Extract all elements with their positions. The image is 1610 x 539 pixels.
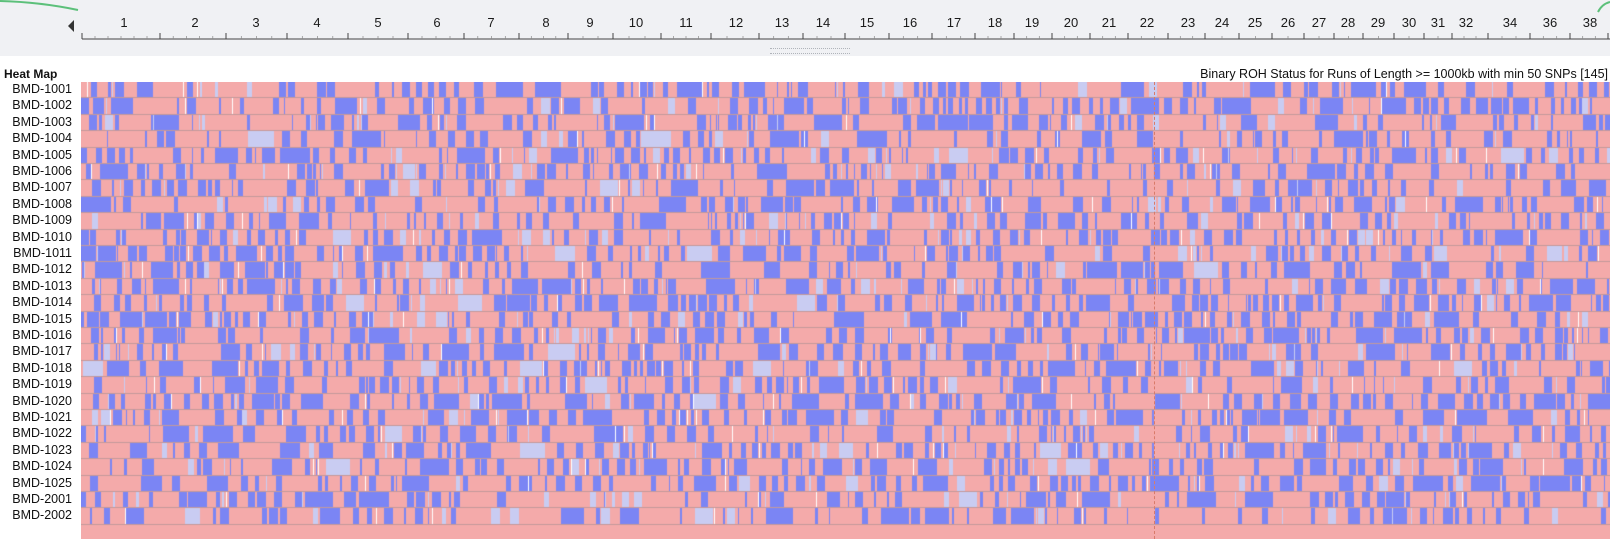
chromosome-label[interactable]: 23 — [1181, 15, 1195, 30]
chromosome-label[interactable]: 16 — [903, 15, 917, 30]
chromosome-label[interactable]: 30 — [1402, 15, 1416, 30]
sample-label[interactable]: BMD-1013 — [12, 278, 72, 293]
chromosome-label[interactable]: 14 — [816, 15, 830, 30]
sample-label[interactable]: BMD-1011 — [13, 246, 72, 260]
chromosome-label[interactable]: 18 — [988, 15, 1002, 30]
chromosome-label[interactable]: 26 — [1281, 15, 1295, 30]
sample-label[interactable]: BMD-1001 — [12, 82, 72, 96]
chromosome-label[interactable]: 27 — [1312, 15, 1326, 30]
ruler-ticks — [81, 33, 1609, 39]
sample-label[interactable]: BMD-1015 — [12, 311, 72, 326]
chromosome-label[interactable]: 29 — [1371, 15, 1385, 30]
sample-label[interactable]: BMD-1019 — [12, 377, 72, 392]
sample-label[interactable]: BMD-1006 — [12, 164, 72, 178]
chromosome-ruler-svg: 1 2 3 4 5 6 7 8 9 10 11 12 13 14 15 16 17 18 19 20 21 22 23 24 2… — [0, 0, 1610, 40]
chromosome-label[interactable]: 6 — [433, 15, 440, 30]
chromosome-label[interactable]: 11 — [679, 15, 693, 30]
chromosome-label[interactable]: 7 — [487, 15, 494, 30]
chromosome-label[interactable]: 17 — [947, 15, 961, 30]
chromosome-label[interactable]: 19 — [1025, 15, 1039, 30]
chromosome-label[interactable]: 3 — [252, 15, 259, 30]
chromosome-label[interactable]: 4 — [313, 15, 320, 30]
ruler-accent-curve-left — [0, 0, 79, 11]
chromosome-label[interactable]: 24 — [1215, 15, 1229, 30]
chromosome-label[interactable]: 13 — [775, 15, 789, 30]
chromosome-label[interactable]: 34 — [1503, 15, 1517, 30]
sample-labels: BMD-1001 BMD-1002 BMD-1003 BMD-1004 BMD-1005… — [0, 82, 76, 539]
heatmap-header: Heat Map Binary ROH Status for Runs of L… — [0, 67, 1610, 82]
sample-label[interactable]: BMD-1025 — [12, 475, 72, 490]
chromosome-label[interactable]: 5 — [374, 15, 381, 30]
sample-label[interactable]: BMD-1016 — [12, 328, 72, 342]
chromosome-label[interactable]: 38 — [1583, 15, 1597, 30]
chromosome-label[interactable]: 21 — [1102, 15, 1116, 30]
heatmap-grid[interactable] — [81, 82, 1610, 539]
chromosome-label[interactable]: 22 — [1140, 15, 1154, 30]
sample-label[interactable]: BMD-1012 — [12, 262, 72, 277]
sample-label[interactable]: BMD-2002 — [12, 508, 72, 523]
chromosome-label[interactable]: 1 — [120, 15, 127, 30]
ruler-labels: 1 2 3 4 5 6 7 8 9 10 11 12 13 14 15 16 17 18 19 20 21 22 23 24 2… — [120, 15, 1597, 30]
sample-label[interactable]: BMD-1017 — [12, 344, 72, 359]
chromosome-label[interactable]: 2 — [191, 15, 198, 30]
sample-label[interactable]: BMD-1007 — [12, 180, 72, 195]
chromosome-label[interactable]: 15 — [860, 15, 874, 30]
sample-label[interactable]: BMD-1014 — [12, 295, 72, 310]
heatmap-canvas[interactable] — [81, 82, 1610, 539]
triangle-left-icon[interactable] — [68, 20, 74, 32]
sample-label[interactable]: BMD-1008 — [12, 196, 72, 211]
chromosome-label[interactable]: 25 — [1248, 15, 1262, 30]
chromosome-label[interactable]: 31 — [1431, 15, 1445, 30]
heatmap-title: Heat Map — [4, 67, 58, 81]
heatmap-caption: Binary ROH Status for Runs of Length >= … — [1200, 67, 1608, 81]
sample-label[interactable]: BMD-1005 — [12, 147, 72, 162]
sample-label[interactable]: BMD-1002 — [12, 98, 72, 113]
sample-label[interactable]: BMD-1024 — [12, 459, 72, 474]
chromosome-label[interactable]: 32 — [1459, 15, 1473, 30]
sample-label[interactable]: BMD-1023 — [12, 442, 72, 457]
sample-label[interactable]: BMD-1022 — [12, 426, 72, 441]
chromosome-label[interactable]: 9 — [586, 15, 593, 30]
chromosome-label[interactable]: 10 — [629, 15, 643, 30]
sample-label[interactable]: BMD-1018 — [12, 360, 72, 375]
chromosome-label[interactable]: 12 — [729, 15, 743, 30]
splitter-grip-icon[interactable] — [770, 48, 850, 54]
sample-label[interactable]: BMD-1004 — [12, 131, 72, 146]
sample-label[interactable]: BMD-2001 — [12, 492, 72, 506]
chromosome-ruler[interactable]: 1 2 3 4 5 6 7 8 9 10 11 12 13 14 15 16 17 18 19 20 21 22 23 24 2… — [0, 0, 1610, 57]
chromosome-label[interactable]: 36 — [1543, 15, 1557, 30]
sample-label[interactable]: BMD-1021 — [12, 410, 72, 424]
sample-label[interactable]: BMD-1003 — [12, 114, 72, 129]
sample-label[interactable]: BMD-1009 — [12, 213, 72, 228]
chromosome-label[interactable]: 20 — [1064, 15, 1078, 30]
sample-label[interactable]: BMD-1010 — [12, 229, 72, 244]
chromosome-label[interactable]: 8 — [542, 15, 549, 30]
chromosome-label[interactable]: 28 — [1341, 15, 1355, 30]
sample-label[interactable]: BMD-1020 — [12, 393, 72, 408]
ruler-accent-curve-right — [1597, 1, 1610, 13]
